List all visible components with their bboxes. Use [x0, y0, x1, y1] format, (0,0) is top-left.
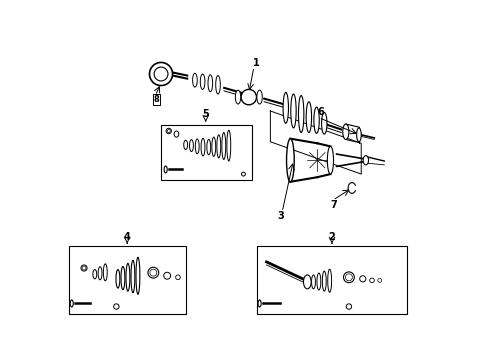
- Ellipse shape: [322, 271, 326, 291]
- Ellipse shape: [343, 272, 354, 283]
- Ellipse shape: [357, 128, 361, 142]
- Text: 8: 8: [153, 95, 159, 104]
- Ellipse shape: [345, 274, 352, 281]
- Ellipse shape: [148, 267, 159, 278]
- Ellipse shape: [216, 76, 220, 94]
- Ellipse shape: [242, 172, 245, 176]
- Ellipse shape: [283, 93, 289, 123]
- Ellipse shape: [103, 264, 107, 281]
- Ellipse shape: [314, 107, 319, 133]
- Ellipse shape: [70, 300, 73, 307]
- Ellipse shape: [217, 135, 220, 158]
- Ellipse shape: [328, 269, 332, 292]
- Ellipse shape: [154, 67, 168, 81]
- Ellipse shape: [116, 270, 120, 288]
- Ellipse shape: [167, 130, 170, 132]
- Ellipse shape: [201, 138, 205, 156]
- Text: 3: 3: [278, 211, 285, 221]
- Ellipse shape: [378, 278, 382, 282]
- Ellipse shape: [166, 128, 172, 134]
- Bar: [257, 247, 408, 314]
- Ellipse shape: [164, 166, 167, 173]
- Ellipse shape: [196, 139, 199, 154]
- Ellipse shape: [227, 130, 231, 161]
- Ellipse shape: [175, 275, 180, 280]
- Text: 7: 7: [330, 200, 337, 210]
- Ellipse shape: [190, 140, 194, 152]
- Ellipse shape: [306, 102, 312, 132]
- Ellipse shape: [222, 132, 226, 159]
- Ellipse shape: [287, 139, 294, 182]
- Ellipse shape: [235, 90, 241, 104]
- Ellipse shape: [343, 124, 349, 139]
- Ellipse shape: [312, 275, 316, 289]
- Ellipse shape: [136, 257, 140, 294]
- Ellipse shape: [298, 95, 304, 132]
- Ellipse shape: [257, 90, 262, 104]
- Ellipse shape: [360, 276, 366, 282]
- Bar: [69, 247, 186, 314]
- Ellipse shape: [174, 131, 179, 137]
- Text: 4: 4: [124, 232, 130, 242]
- Ellipse shape: [193, 73, 197, 87]
- Ellipse shape: [212, 137, 216, 156]
- Ellipse shape: [208, 75, 213, 92]
- Bar: [161, 125, 252, 180]
- Ellipse shape: [82, 266, 86, 270]
- Ellipse shape: [363, 156, 368, 165]
- Ellipse shape: [93, 270, 97, 279]
- Ellipse shape: [150, 269, 157, 276]
- Ellipse shape: [164, 272, 171, 279]
- Ellipse shape: [369, 278, 374, 283]
- Ellipse shape: [321, 112, 327, 134]
- Text: 6: 6: [318, 107, 324, 117]
- Ellipse shape: [346, 304, 352, 309]
- Ellipse shape: [98, 267, 102, 280]
- Ellipse shape: [258, 300, 261, 307]
- Ellipse shape: [303, 275, 311, 289]
- Ellipse shape: [81, 265, 87, 271]
- Ellipse shape: [121, 266, 125, 289]
- Ellipse shape: [131, 260, 135, 293]
- Ellipse shape: [241, 89, 256, 105]
- Ellipse shape: [149, 62, 172, 86]
- Ellipse shape: [200, 74, 205, 89]
- Text: 2: 2: [329, 232, 335, 242]
- Text: 5: 5: [202, 109, 209, 119]
- Ellipse shape: [126, 264, 130, 291]
- Text: 1: 1: [253, 58, 260, 68]
- Ellipse shape: [184, 140, 188, 149]
- Ellipse shape: [114, 304, 119, 309]
- Ellipse shape: [207, 139, 211, 155]
- Ellipse shape: [291, 94, 296, 128]
- Ellipse shape: [317, 273, 321, 290]
- Ellipse shape: [327, 147, 334, 174]
